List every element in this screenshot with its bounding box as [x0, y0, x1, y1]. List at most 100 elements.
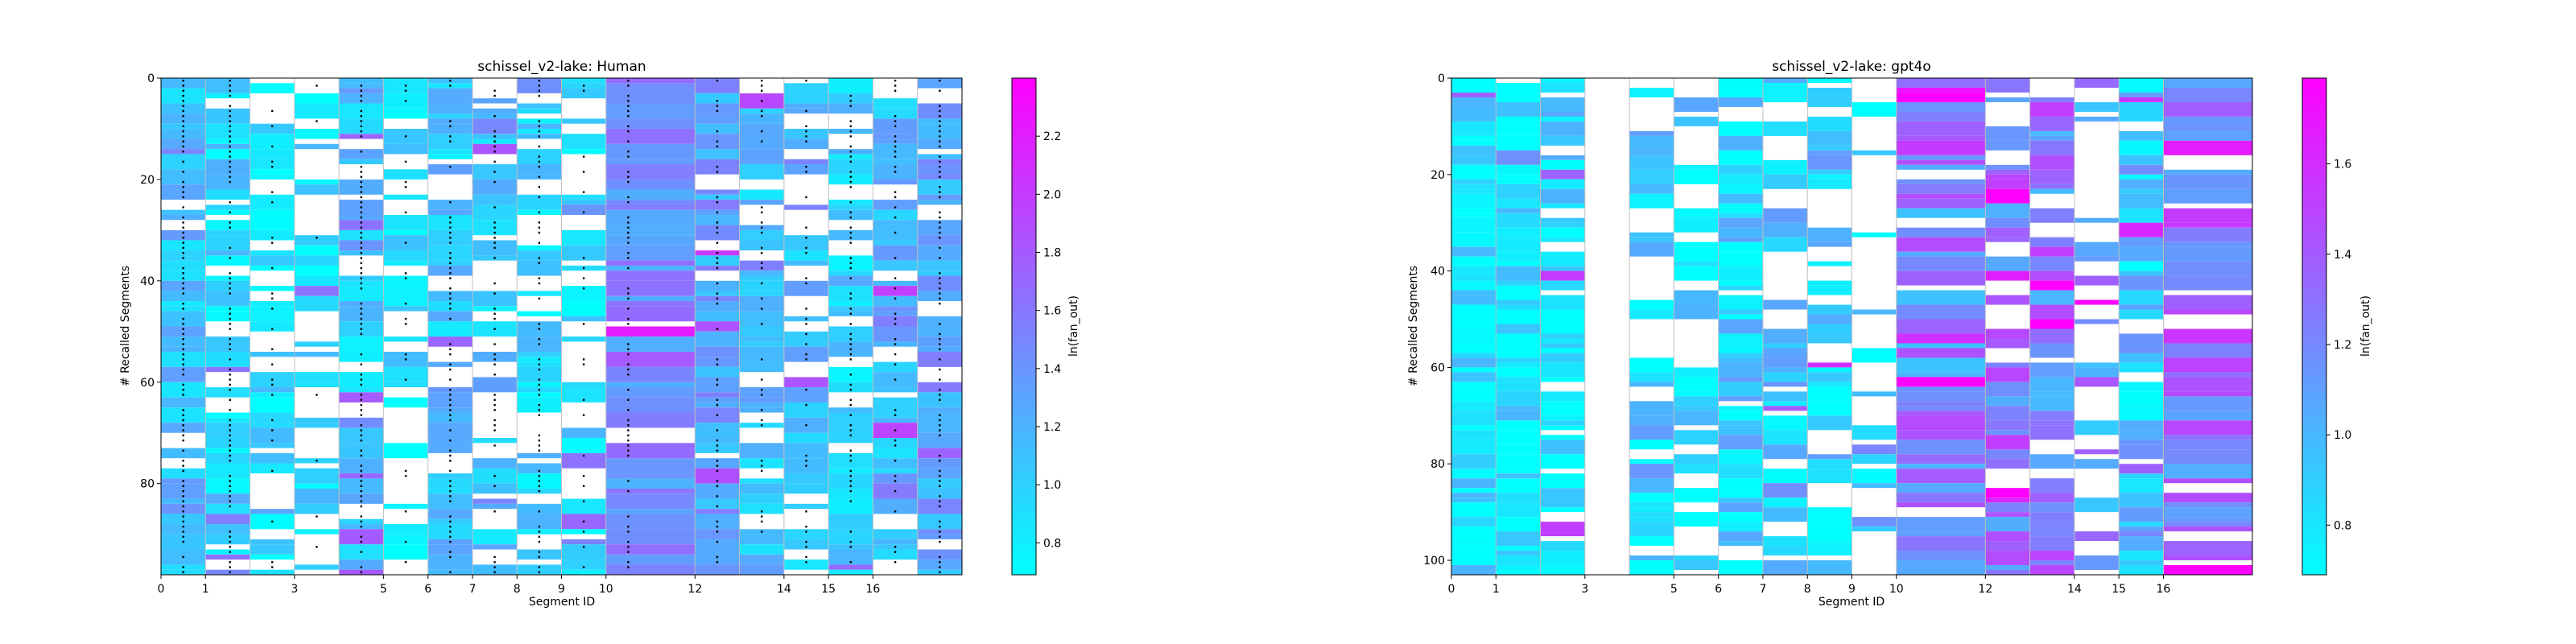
heatmap-cell — [1852, 101, 1897, 117]
row-marker — [939, 424, 941, 427]
heatmap-cell — [161, 468, 206, 479]
heatmap-cell — [917, 432, 962, 448]
row-marker — [716, 505, 719, 508]
heatmap-cell — [1985, 217, 2030, 228]
heatmap-cell — [1807, 169, 1852, 175]
heatmap-cell — [873, 529, 918, 539]
heatmap-cell — [205, 235, 250, 251]
heatmap-cell — [1807, 401, 1852, 416]
y-axis-label: # Recalled Segments — [119, 266, 132, 386]
heatmap-cell — [1985, 435, 2030, 450]
row-marker — [627, 439, 630, 442]
heatmap-cell — [873, 549, 918, 560]
row-marker — [229, 160, 231, 163]
row-marker — [229, 546, 231, 548]
heatmap-cell — [917, 326, 962, 337]
heatmap-cell — [1896, 111, 1986, 122]
row-marker — [493, 409, 496, 411]
heatmap-cell — [917, 240, 962, 246]
heatmap-cell — [1762, 121, 1808, 136]
row-marker — [716, 242, 719, 244]
y-tick-label: 0 — [147, 72, 155, 85]
row-marker — [805, 323, 807, 325]
heatmap-cell — [1896, 502, 1986, 508]
heatmap-cell — [2074, 497, 2120, 513]
heatmap-cell — [250, 463, 295, 474]
row-marker — [538, 226, 541, 229]
heatmap-cell — [1629, 232, 1674, 237]
heatmap-cell — [2119, 97, 2164, 102]
row-marker — [449, 125, 452, 128]
heatmap-cell — [2163, 377, 2252, 392]
x-tick-label: 7 — [1759, 583, 1766, 596]
row-marker — [182, 358, 184, 361]
row-marker — [761, 211, 763, 214]
heatmap-cell — [294, 143, 340, 150]
row-marker — [449, 469, 452, 473]
row-marker — [449, 540, 452, 543]
heatmap-cell — [1896, 78, 1986, 88]
heatmap-cell — [294, 93, 340, 104]
heatmap-cell — [873, 295, 918, 307]
row-marker — [939, 495, 941, 497]
heatmap-cell — [161, 270, 206, 281]
heatmap-cell — [917, 559, 962, 570]
row-marker — [894, 135, 897, 138]
row-marker — [939, 216, 941, 219]
row-marker — [182, 505, 184, 508]
row-marker — [270, 469, 274, 473]
row-marker — [894, 145, 897, 148]
row-marker — [229, 155, 231, 158]
row-marker — [493, 419, 496, 422]
heatmap-cell — [339, 351, 384, 362]
row-marker — [939, 196, 941, 199]
row-marker — [360, 469, 362, 473]
heatmap-cell — [1896, 164, 1986, 170]
row-marker — [182, 439, 184, 442]
row-marker — [360, 323, 362, 325]
row-marker — [270, 328, 274, 330]
heatmap-cell — [1496, 266, 1541, 281]
row-marker — [360, 540, 362, 543]
row-marker — [270, 394, 274, 396]
row-marker — [404, 540, 407, 543]
row-marker — [360, 551, 362, 553]
x-tick-label: 6 — [424, 583, 431, 596]
heatmap-cell — [294, 529, 340, 535]
row-marker — [627, 368, 630, 371]
row-marker — [939, 237, 941, 239]
heatmap-cell — [205, 423, 250, 439]
heatmap-cell — [1807, 242, 1852, 247]
heatmap-cell — [1896, 401, 1986, 407]
row-marker — [538, 363, 541, 365]
row-marker — [493, 246, 496, 250]
heatmap-cell — [1807, 145, 1852, 151]
heatmap-cell — [873, 473, 918, 484]
heatmap-cell — [517, 463, 562, 474]
heatmap-cell — [1807, 150, 1852, 155]
row-marker — [449, 252, 452, 254]
row-marker — [538, 540, 541, 543]
heatmap-cell — [605, 443, 696, 459]
row-marker — [182, 525, 184, 528]
heatmap-cell — [2119, 246, 2164, 262]
row-marker — [627, 480, 630, 482]
heatmap-cell — [1451, 386, 1496, 402]
heatmap-cell — [1896, 531, 1986, 537]
row-marker — [270, 160, 274, 163]
heatmap-cell — [1451, 121, 1496, 136]
heatmap-cell — [427, 149, 473, 155]
heatmap-cell — [294, 483, 340, 489]
heatmap-cell — [2163, 478, 2252, 484]
heatmap-cell — [783, 204, 829, 210]
heatmap-cell — [161, 240, 206, 251]
heatmap-cell — [1852, 391, 1897, 397]
row-marker — [404, 323, 407, 325]
row-marker — [182, 302, 184, 305]
heatmap-cell — [1540, 78, 1585, 83]
row-marker — [229, 109, 231, 113]
row-marker — [805, 317, 807, 320]
heatmap-cell — [783, 559, 829, 570]
heatmap-cell — [2074, 256, 2120, 262]
